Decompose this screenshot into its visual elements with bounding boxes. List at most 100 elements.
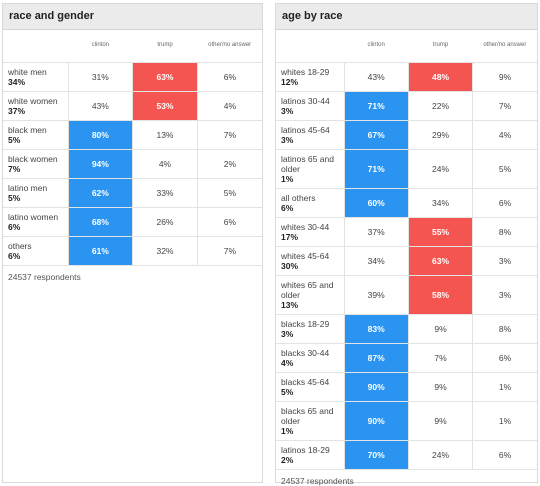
header-clinton: clinton	[68, 30, 133, 63]
other-cell: 1%	[472, 372, 537, 402]
clinton-cell: 43%	[67, 91, 133, 121]
group-name: latinos 65 and older	[281, 153, 334, 174]
clinton-cell: 61%	[67, 236, 133, 266]
clinton-cell: 60%	[343, 188, 409, 218]
trump-cell: 24%	[407, 440, 473, 470]
row-label: latinos 30-44 3%	[276, 91, 344, 121]
other-cell: 5%	[196, 178, 262, 208]
group-share: 6%	[281, 202, 294, 213]
header-other: other/no answer	[472, 30, 537, 63]
clinton-cell: 80%	[67, 120, 133, 150]
clinton-cell: 70%	[343, 440, 409, 470]
table-row: latino men 5% 62% 33% 5%	[3, 178, 262, 208]
header-clinton: clinton	[344, 30, 409, 63]
header-trump: trump	[408, 30, 473, 63]
table-body: white men 34% 31% 63% 6% white women 37% 43% 53%…	[3, 62, 262, 266]
trump-cell: 24%	[407, 149, 473, 189]
group-share: 1%	[281, 425, 294, 436]
table-row: blacks 30-44 4% 87% 7% 6%	[276, 343, 537, 373]
group-name: blacks 65 and older	[281, 405, 334, 426]
trump-cell: 63%	[407, 246, 473, 276]
trump-cell: 55%	[407, 217, 473, 247]
clinton-cell: 90%	[343, 401, 409, 441]
row-label: all others 6%	[276, 188, 344, 218]
group-name: latinos 30-44	[281, 95, 330, 106]
trump-cell: 7%	[407, 343, 473, 373]
row-label: black women 7%	[3, 149, 68, 179]
header-spacer	[3, 30, 68, 63]
table-row: latino women 6% 68% 26% 6%	[3, 207, 262, 237]
table-row: latinos 30-44 3% 71% 22% 7%	[276, 91, 537, 121]
group-name: whites 18-29	[281, 66, 330, 77]
group-share: 12%	[281, 76, 299, 87]
other-cell: 4%	[472, 120, 537, 150]
group-share: 3%	[281, 134, 294, 145]
respondents-count: 24537 respondents	[281, 475, 354, 486]
table-row: latinos 65 and older 1% 71% 24% 5%	[276, 149, 537, 189]
row-label: latinos 18-29 2%	[276, 440, 344, 470]
group-share: 1%	[281, 173, 294, 184]
trump-cell: 9%	[407, 314, 473, 344]
table-row: blacks 45-64 5% 90% 9% 1%	[276, 372, 537, 402]
group-share: 5%	[8, 134, 21, 145]
group-share: 6%	[8, 250, 21, 261]
row-label: white men 34%	[3, 62, 68, 92]
clinton-cell: 71%	[343, 149, 409, 189]
row-label: whites 30-44 17%	[276, 217, 344, 247]
header-trump: trump	[132, 30, 198, 63]
other-cell: 5%	[472, 149, 537, 189]
group-name: whites 45-64	[281, 250, 330, 261]
group-name: white women	[8, 95, 58, 106]
other-cell: 6%	[472, 343, 537, 373]
group-share: 5%	[281, 386, 294, 397]
clinton-cell: 37%	[343, 217, 409, 247]
respondents-count: 24537 respondents	[8, 271, 81, 282]
table-row: whites 30-44 17% 37% 55% 8%	[276, 217, 537, 247]
table-row: black women 7% 94% 4% 2%	[3, 149, 262, 179]
trump-cell: 53%	[132, 91, 198, 121]
trump-cell: 9%	[407, 401, 473, 441]
age-by-race-panel: age by race clinton trump other/no answe…	[275, 3, 538, 486]
row-label: latino men 5%	[3, 178, 68, 208]
trump-cell: 26%	[132, 207, 198, 237]
group-name: whites 65 and older	[281, 279, 334, 300]
clinton-cell: 94%	[67, 149, 133, 179]
table-row: white women 37% 43% 53% 4%	[3, 91, 262, 121]
group-share: 37%	[8, 105, 26, 116]
group-share: 7%	[8, 163, 21, 174]
row-label: white women 37%	[3, 91, 68, 121]
clinton-cell: 87%	[343, 343, 409, 373]
trump-cell: 4%	[132, 149, 198, 179]
clinton-cell: 90%	[343, 372, 409, 402]
table-row: whites 18-29 12% 43% 48% 9%	[276, 62, 537, 92]
other-cell: 7%	[196, 236, 262, 266]
clinton-cell: 62%	[67, 178, 133, 208]
table-header: clinton trump other/no answer	[276, 30, 537, 63]
group-share: 30%	[281, 260, 299, 271]
trump-cell: 22%	[407, 91, 473, 121]
trump-cell: 32%	[132, 236, 198, 266]
other-cell: 6%	[472, 440, 537, 470]
group-share: 5%	[8, 192, 21, 203]
group-name: white men	[8, 66, 47, 77]
table-row: whites 45-64 30% 34% 63% 3%	[276, 246, 537, 276]
clinton-cell: 83%	[343, 314, 409, 344]
age-by-race-table: clinton trump other/no answer whites 18-…	[276, 30, 537, 470]
row-label: latino women 6%	[3, 207, 68, 237]
other-cell: 4%	[196, 91, 262, 121]
other-cell: 1%	[472, 401, 537, 441]
race-and-gender-panel: race and gender clinton trump other/no a…	[2, 3, 263, 483]
group-name: blacks 45-64	[281, 376, 330, 387]
clinton-cell: 39%	[343, 275, 409, 315]
group-share: 3%	[281, 328, 294, 339]
clinton-cell: 43%	[343, 62, 409, 92]
row-label: latinos 45-64 3%	[276, 120, 344, 150]
group-name: black men	[8, 124, 47, 135]
other-cell: 6%	[196, 207, 262, 237]
table-body: whites 18-29 12% 43% 48% 9% latinos 30-44 3% 71…	[276, 62, 537, 470]
header-other: other/no answer	[197, 30, 262, 63]
group-name: all others	[281, 192, 316, 203]
group-name: blacks 18-29	[281, 318, 330, 329]
trump-cell: 33%	[132, 178, 198, 208]
trump-cell: 48%	[407, 62, 473, 92]
